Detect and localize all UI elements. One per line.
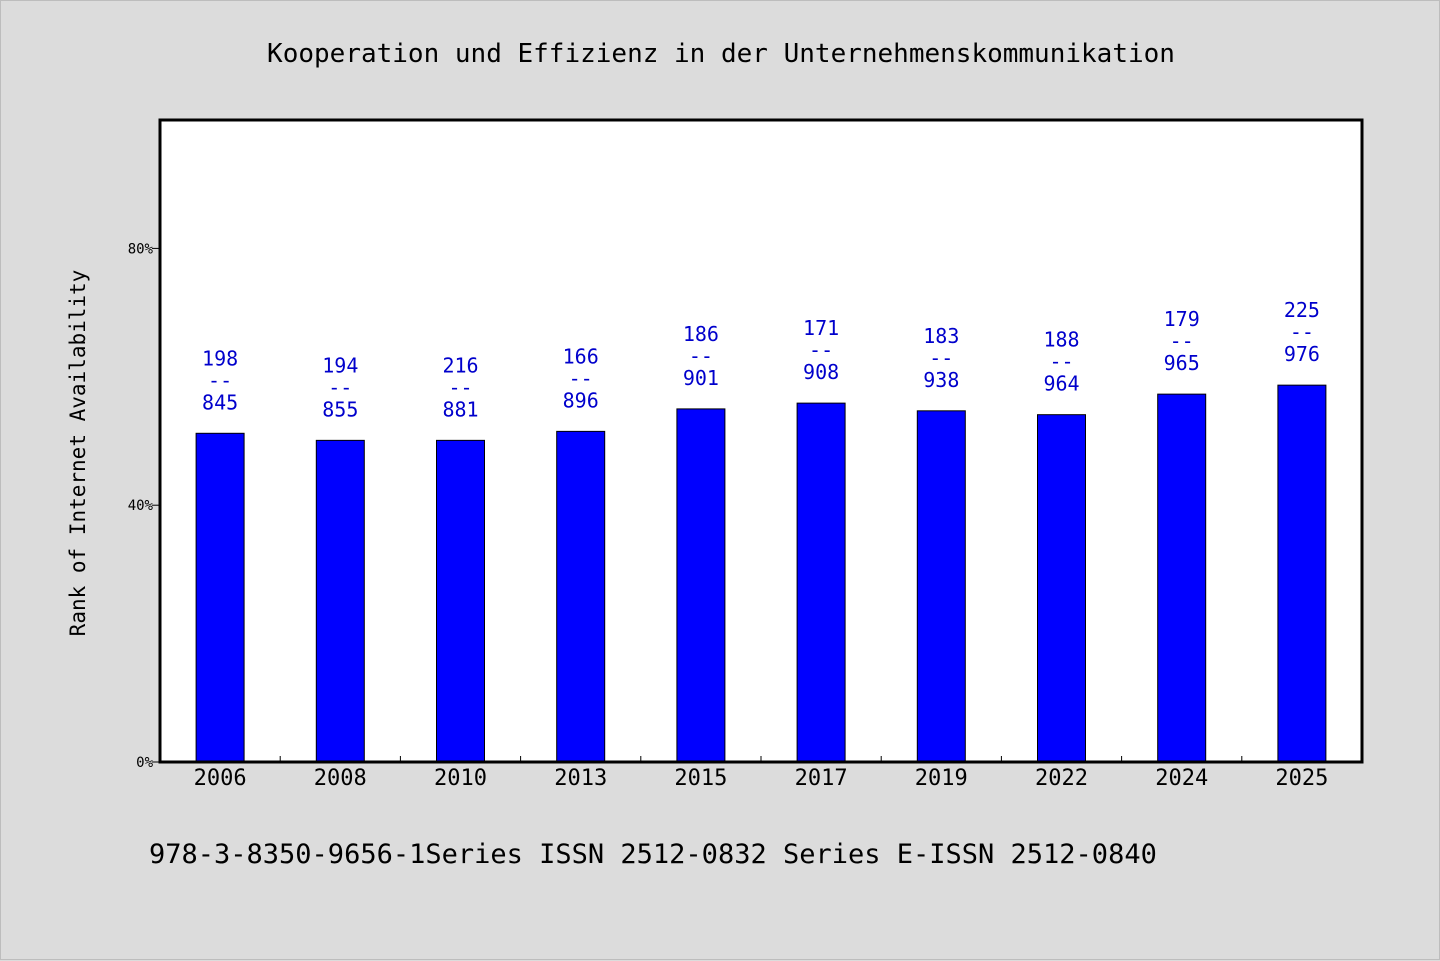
data-label-2006-line-1: 198 [202, 346, 238, 370]
data-label-2022-line-1: 188 [1043, 328, 1079, 352]
data-label-2024-line-3: 965 [1164, 351, 1200, 375]
data-label-2019-line-1: 183 [923, 324, 959, 348]
footer-identifier-text: 978-3-8350-9656-1Series ISSN 2512-0832 S… [149, 839, 1157, 870]
y-tick-label-40: 40% [128, 498, 154, 514]
x-tick-label-2022: 2022 [1035, 766, 1088, 791]
bars-layer [195, 384, 1327, 763]
y-tick-label-80: 80% [128, 241, 154, 257]
bar-2015 [676, 408, 726, 763]
data-label-2022-line-3: 964 [1043, 372, 1079, 396]
data-label-2017-line-1: 171 [803, 316, 839, 340]
data-label-2008-line-2: -- [328, 375, 352, 399]
y-axis: 0% 40% 80% [128, 241, 160, 771]
bar-2017 [796, 402, 846, 763]
bar-2008 [315, 439, 365, 763]
data-label-2019-line-3: 938 [923, 368, 959, 392]
data-label-2008-line-1: 194 [322, 353, 358, 377]
x-tick-label-2015: 2015 [674, 766, 727, 791]
data-label-2017-line-2: -- [809, 338, 833, 362]
x-tick-label-2010: 2010 [434, 766, 487, 791]
data-label-2022-line-2: -- [1049, 350, 1073, 374]
data-label-2024-line-1: 179 [1164, 307, 1200, 331]
bar-2013 [556, 430, 606, 763]
data-label-2025-line-2: -- [1290, 320, 1314, 344]
data-label-2015-line-1: 186 [683, 322, 719, 346]
data-label-2010-line-3: 881 [442, 397, 478, 421]
x-tick-label-2019: 2019 [915, 766, 968, 791]
data-label-2017-line-3: 908 [803, 360, 839, 384]
x-tick-label-2006: 2006 [194, 766, 247, 791]
bar-2024 [1157, 393, 1207, 763]
chart-title: Kooperation und Effizienz in der Unterne… [267, 39, 1175, 69]
x-tick-label-2025: 2025 [1275, 766, 1328, 791]
data-label-2008-line-3: 855 [322, 397, 358, 421]
data-label-2015-line-2: -- [689, 344, 713, 368]
bar-2025 [1277, 384, 1327, 763]
x-tick-label-2024: 2024 [1155, 766, 1208, 791]
x-axis: 2006 2008 2010 2013 2015 2017 2019 2022 2024 2025 [194, 756, 1328, 791]
x-tick-label-2013: 2013 [554, 766, 607, 791]
y-axis-label: Rank of Internet Availability [66, 270, 90, 637]
bar-2006 [195, 432, 245, 763]
bar-2022 [1037, 414, 1086, 763]
data-label-2013-line-2: -- [569, 366, 593, 390]
data-labels-layer: 198--845194--855216--881166--896186--901… [202, 298, 1320, 421]
data-label-2019-line-2: -- [929, 346, 953, 370]
data-label-2013-line-1: 166 [563, 344, 599, 368]
y-tick-label-0: 0% [136, 755, 153, 771]
bar-2010 [436, 439, 485, 763]
x-tick-label-2008: 2008 [314, 766, 367, 791]
data-label-2024-line-2: -- [1170, 329, 1194, 353]
data-label-2010-line-2: -- [448, 375, 472, 399]
data-label-2025-line-3: 976 [1284, 342, 1320, 366]
data-label-2013-line-3: 896 [563, 388, 599, 412]
data-label-2025-line-1: 225 [1284, 298, 1320, 322]
x-tick-label-2017: 2017 [795, 766, 848, 791]
data-label-2006-line-2: -- [208, 368, 232, 392]
data-label-2006-line-3: 845 [202, 390, 238, 414]
bar-2019 [916, 410, 966, 763]
data-label-2010-line-1: 216 [442, 353, 478, 377]
data-label-2015-line-3: 901 [683, 366, 719, 390]
